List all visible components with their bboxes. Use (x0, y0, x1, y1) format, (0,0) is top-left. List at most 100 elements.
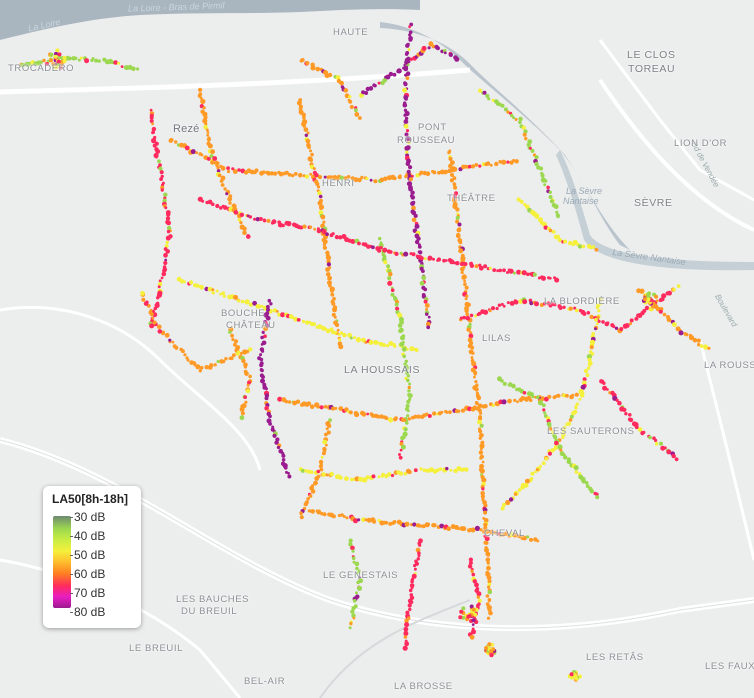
measurement-point (151, 131, 155, 135)
measurement-point (672, 322, 677, 327)
measurement-point (305, 138, 311, 144)
measurement-point (384, 520, 389, 525)
measurement-point (624, 412, 628, 416)
measurement-point (400, 444, 406, 450)
measurement-point (477, 419, 482, 425)
measurement-point (284, 170, 289, 175)
measurement-point (45, 62, 49, 66)
measurement-point (548, 195, 553, 199)
measurement-point (548, 427, 553, 431)
place-trocadero: TROCADÉRO (8, 63, 75, 74)
measurement-point (233, 210, 239, 215)
measurement-point (413, 414, 418, 419)
measurement-point (500, 506, 505, 511)
measurement-point (338, 406, 344, 411)
measurement-point (528, 146, 532, 150)
measurement-point (351, 606, 356, 611)
measurement-point (478, 164, 482, 168)
measurement-point (354, 112, 360, 117)
noise-measurements (19, 22, 711, 682)
measurement-point (440, 410, 444, 414)
measurement-point (416, 414, 421, 419)
measurement-point (412, 522, 417, 527)
measurement-point (228, 330, 232, 334)
measurement-point (403, 631, 409, 636)
place-bel-air: BEL-AIR (244, 676, 286, 687)
measurement-point (446, 526, 452, 531)
measurement-point (195, 364, 201, 370)
measurement-point (356, 585, 363, 591)
measurement-point (216, 166, 220, 170)
measurement-point (392, 176, 397, 181)
measurement-point (471, 607, 476, 612)
measurement-point (165, 249, 170, 254)
measurement-point (561, 428, 566, 433)
measurement-point (259, 353, 263, 357)
measurement-point (303, 127, 309, 132)
measurement-point (648, 435, 652, 440)
measurement-point (450, 167, 455, 173)
measurement-point (334, 322, 340, 328)
measurement-point (326, 430, 331, 435)
measurement-point (404, 52, 409, 56)
measurement-point (393, 344, 397, 348)
measurement-point (342, 332, 347, 338)
measurement-point (163, 253, 168, 258)
measurement-point (543, 183, 547, 187)
measurement-point (287, 474, 292, 479)
measurement-point (486, 161, 491, 166)
measurement-point (559, 448, 563, 452)
place-toreau: TOREAU (628, 63, 676, 75)
measurement-point (179, 279, 185, 284)
measurement-point (211, 202, 215, 207)
measurement-point (55, 48, 60, 53)
measurement-point (322, 243, 326, 247)
measurement-point (637, 427, 643, 432)
measurement-point (535, 468, 540, 472)
measurement-point (487, 582, 492, 587)
measurement-point (474, 582, 479, 588)
measurement-point (242, 230, 247, 235)
measurement-point (202, 111, 208, 117)
measurement-point (310, 65, 316, 71)
measurement-point (301, 319, 305, 324)
measurement-point (500, 103, 505, 108)
measurement-point (548, 276, 552, 280)
measurement-point (417, 554, 421, 558)
measurement-point (244, 400, 248, 404)
measurement-point (287, 172, 292, 177)
measurement-point (707, 346, 711, 350)
measurement-point (417, 245, 422, 249)
measurement-point (402, 102, 408, 108)
measurement-point (674, 457, 679, 462)
measurement-point (535, 395, 540, 400)
measurement-point (463, 262, 468, 266)
measurement-point (413, 468, 418, 473)
measurement-point (404, 365, 410, 371)
measurement-point (639, 288, 645, 294)
measurement-point (572, 239, 578, 245)
measurement-point (455, 219, 460, 224)
measurement-point (558, 306, 563, 310)
measurement-point (155, 149, 161, 154)
measurement-point (310, 489, 316, 494)
measurement-point (152, 143, 157, 148)
measurement-point (496, 269, 499, 273)
measurement-point (404, 132, 409, 137)
measurement-point (372, 519, 377, 524)
measurement-point (485, 557, 491, 562)
measurement-point (348, 542, 353, 547)
measurement-point (522, 132, 527, 137)
measurement-point (325, 232, 329, 236)
measurement-point (512, 532, 518, 538)
measurement-point (179, 347, 183, 352)
measurement-point (171, 340, 175, 344)
measurement-point (149, 108, 153, 112)
measurement-point (366, 412, 370, 416)
measurement-point (486, 575, 492, 581)
measurement-point (145, 300, 149, 304)
measurement-point (336, 328, 340, 332)
measurement-point (534, 470, 538, 474)
measurement-point (239, 406, 245, 412)
